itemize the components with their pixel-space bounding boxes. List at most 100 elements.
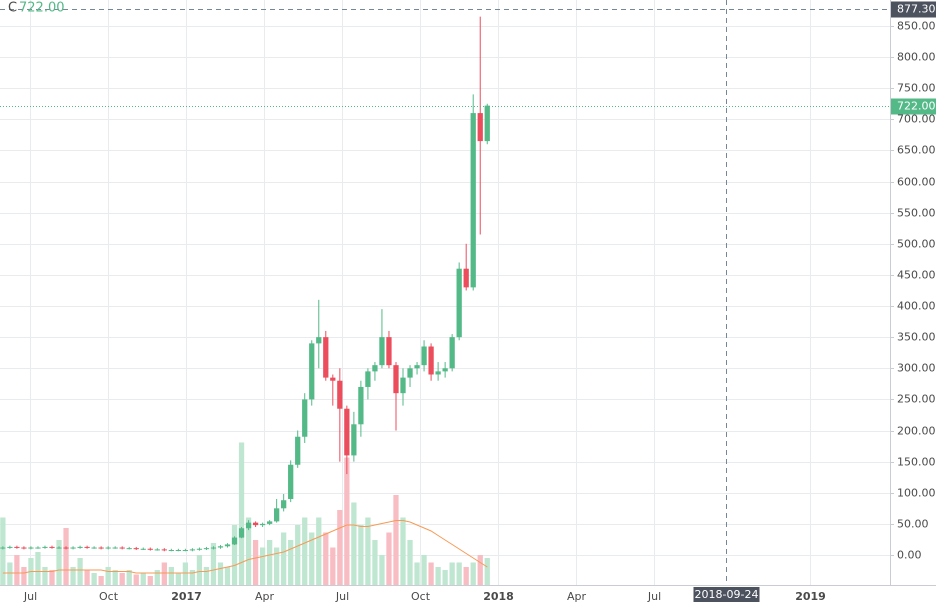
volume-bar <box>414 562 420 585</box>
volume-bar <box>42 567 48 585</box>
volume-bar <box>35 552 41 585</box>
y-tick-label: 100.00 <box>897 487 936 500</box>
y-tick-label: 700.00 <box>897 113 936 126</box>
candle-body <box>196 548 203 550</box>
candle-body <box>175 550 181 552</box>
volume-bar <box>379 555 385 585</box>
volume-bar <box>316 517 322 585</box>
candle-body <box>463 268 469 288</box>
volume-bar <box>21 567 27 585</box>
volume-bar <box>323 532 329 585</box>
volume-bar <box>407 540 413 585</box>
candle-body <box>316 337 322 344</box>
y-tick-label: 550.00 <box>897 207 936 220</box>
volume-bar <box>344 457 350 585</box>
candle-body <box>231 537 238 545</box>
candle-body <box>407 368 413 378</box>
candle-body <box>7 546 13 548</box>
candle-body <box>70 547 76 549</box>
crosshair-price-box <box>891 1 936 18</box>
x-tick-label: Jul <box>23 590 37 602</box>
y-tick-label: 50.00 <box>897 518 929 531</box>
volume-bar <box>309 532 315 585</box>
candle-body <box>161 549 167 551</box>
volume-bar <box>168 567 174 585</box>
candle-body <box>119 547 125 549</box>
volume-bar <box>98 576 104 585</box>
candle-body <box>323 337 329 378</box>
y-tick-label: 450.00 <box>897 269 936 282</box>
x-tick-label: Apr <box>567 590 587 602</box>
volume-bar <box>147 576 153 585</box>
candle-body <box>126 548 132 550</box>
volume-bar <box>484 558 490 585</box>
candle-body <box>224 544 231 547</box>
volume-bar <box>266 540 273 585</box>
candle-body <box>28 547 34 549</box>
volume-bar <box>302 517 308 585</box>
volume-bar <box>400 517 406 585</box>
crosshair-time-box <box>693 587 760 602</box>
y-tick-label: 400.00 <box>897 300 936 313</box>
candle-body <box>42 546 48 548</box>
volume-bar <box>393 495 399 585</box>
volume-bar <box>337 510 343 585</box>
candle-body <box>189 549 196 551</box>
candle-body <box>245 522 252 529</box>
overlay-layer <box>0 0 890 585</box>
volume-bar <box>330 547 336 585</box>
volume-bar <box>295 525 301 585</box>
crosshair-price-label: 877.30 <box>897 3 936 16</box>
volume-layer <box>0 442 490 585</box>
candle-body <box>133 548 139 550</box>
y-tick-label: 250.00 <box>897 393 936 406</box>
volume-bar <box>274 547 280 585</box>
candle-layer <box>0 16 490 552</box>
x-tick-label: Apr <box>255 590 275 602</box>
x-tick-label: Oct <box>411 590 431 602</box>
y-tick-label: 500.00 <box>897 238 936 251</box>
candle-body <box>49 546 55 548</box>
candle-body <box>435 371 441 375</box>
candle-body <box>386 337 392 366</box>
volume-bar <box>217 562 224 585</box>
candle-body <box>21 547 27 549</box>
volume-bar <box>421 555 427 585</box>
candle-body <box>56 547 62 549</box>
volume-bar <box>231 525 238 585</box>
volume-bar <box>238 442 245 585</box>
y-tick-label: 0.00 <box>897 549 922 562</box>
candle-body <box>147 548 153 550</box>
volume-bar <box>133 574 139 585</box>
volume-bar <box>70 567 76 585</box>
last-price-box <box>891 98 936 115</box>
y-tick-label: 750.00 <box>897 82 936 95</box>
crosshair-time-label: 2018-09-24 <box>695 588 759 601</box>
candle-body <box>252 522 259 526</box>
axes: 0.00 50.00 100.00 150.00 200.00 250.00 300.00 3… <box>23 1 936 602</box>
candle-body <box>63 547 69 549</box>
volume-bar <box>63 528 69 585</box>
y-tick-label: 800.00 <box>897 51 936 64</box>
volume-bar <box>154 570 160 585</box>
volume-bar <box>365 517 371 585</box>
volume-bar <box>0 517 6 585</box>
candle-body <box>358 386 364 425</box>
volume-bar <box>372 540 378 585</box>
candle-body <box>393 365 399 394</box>
volume-bar <box>119 573 125 585</box>
volume-bar <box>161 562 167 585</box>
volume-bar <box>358 525 364 585</box>
candle-body <box>421 346 427 366</box>
x-tick-label: 2017 <box>171 590 202 602</box>
candle-body <box>414 365 420 369</box>
volume-bar <box>140 573 146 585</box>
candle-body <box>77 546 83 548</box>
last-price-label: 722.00 <box>897 100 936 113</box>
volume-bar <box>14 555 20 585</box>
volume-bar <box>91 573 97 585</box>
volume-bar <box>210 543 217 585</box>
candle-body <box>309 343 315 400</box>
candle-body <box>168 550 174 552</box>
